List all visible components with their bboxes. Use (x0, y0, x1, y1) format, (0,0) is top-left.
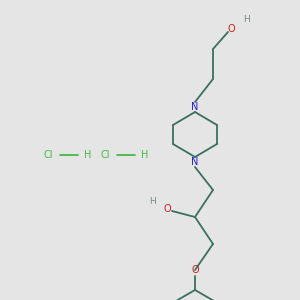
Text: H: H (244, 14, 250, 23)
Text: Cl: Cl (43, 150, 53, 160)
Text: O: O (163, 204, 171, 214)
Text: H: H (150, 196, 156, 206)
Text: H: H (141, 150, 149, 160)
Text: Cl: Cl (100, 150, 110, 160)
Text: N: N (191, 157, 199, 167)
Text: O: O (191, 265, 199, 275)
Text: O: O (227, 24, 235, 34)
Text: N: N (191, 102, 199, 112)
Text: H: H (84, 150, 92, 160)
